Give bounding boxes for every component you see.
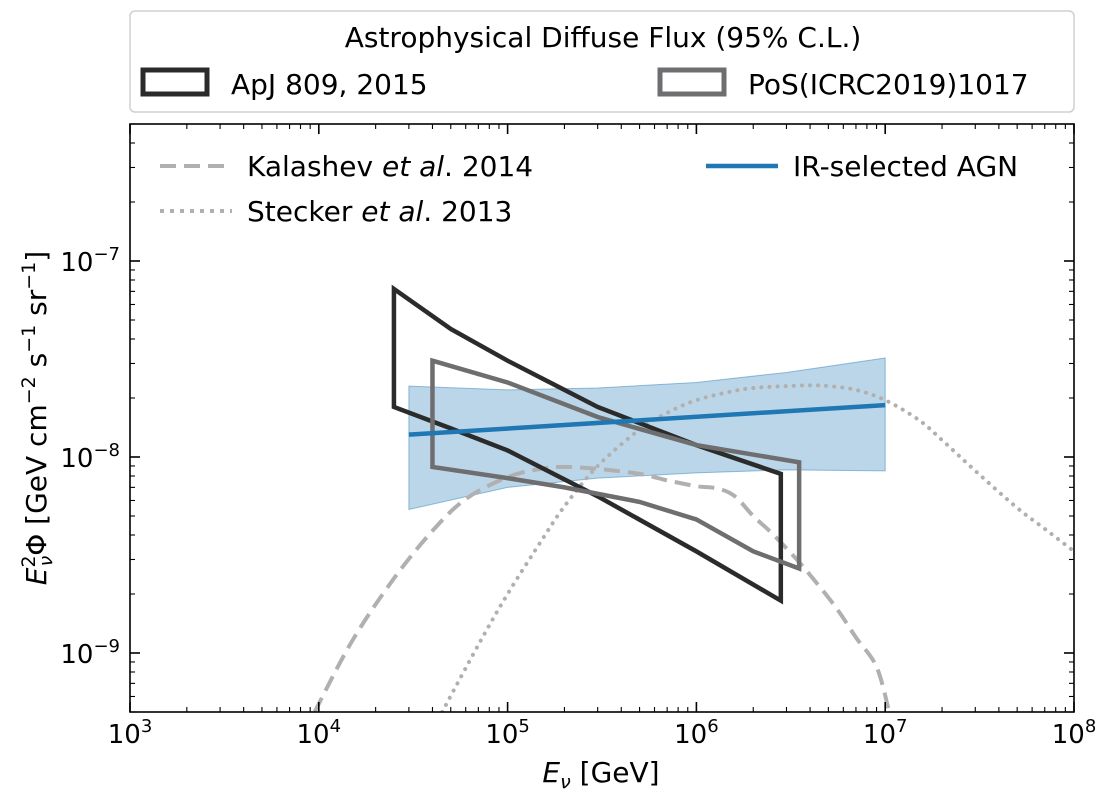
kalashev-et-al-2014-line <box>312 464 892 712</box>
y-tick-label-base: 10 <box>60 248 93 278</box>
top-legend-frame <box>129 10 1075 113</box>
y-axis-label-sub: ν <box>35 555 57 566</box>
top-legend-title: Astrophysical Diffuse Flux (95% C.L.) <box>345 21 862 54</box>
ir-selected-agn-band-area <box>408 357 886 511</box>
y-axis-label-base: E <box>20 567 53 585</box>
x-tick-label-base: 10 <box>1052 720 1085 750</box>
y-tick-label-base: 10 <box>60 444 93 474</box>
x-tick-label-base: 10 <box>863 720 896 750</box>
legend-swatch-pos <box>657 67 727 97</box>
legend-label-agn: IR-selected AGN <box>793 150 1018 183</box>
y-tick-label-exp: −8 <box>93 440 120 461</box>
x-tick-label-exp: 5 <box>518 716 529 737</box>
legend-kalashev-pre: Kalashev <box>247 150 382 183</box>
legend-stecker-italic: et al <box>361 195 423 228</box>
plot-frame <box>129 123 1075 713</box>
x-tick-label: 104 <box>297 716 342 750</box>
pos-icrc2019-1017-outline <box>430 357 802 572</box>
x-axis-label-base: E <box>542 756 560 789</box>
x-tick-label: 108 <box>1052 716 1097 750</box>
x-tick-label-exp: 4 <box>330 716 341 737</box>
x-axis-label-sub: ν <box>560 771 571 793</box>
legend-swatch-apj <box>140 67 210 97</box>
top-legend: Astrophysical Diffuse Flux (95% C.L.) Ap… <box>129 10 1075 113</box>
y-tick-label-base: 10 <box>60 640 93 670</box>
x-tick-label-exp: 8 <box>1085 716 1096 737</box>
x-axis-label: Eν [GeV] <box>542 756 659 793</box>
x-tick-label-exp: 3 <box>141 716 152 737</box>
legend-label-kalashev: Kalashev et al. 2014 <box>247 150 533 183</box>
y-axis-label-sr: sr <box>20 289 53 324</box>
y-tick-label: 10−9 <box>60 636 120 670</box>
y-axis-label-cm-exp: −2 <box>18 376 40 404</box>
x-tick-label-exp: 7 <box>896 716 907 737</box>
series-layer <box>312 284 1074 712</box>
legend-kalashev-post: . 2014 <box>444 150 533 183</box>
legend-label-stecker: Stecker et al. 2013 <box>247 195 512 228</box>
y-axis-label-close: ] <box>20 251 53 262</box>
x-tick-label-base: 10 <box>108 720 141 750</box>
y-tick-label-exp: −9 <box>93 636 120 657</box>
y-axis-label: E2νΦ [GeV cm−2 s−1 sr−1] <box>18 251 57 585</box>
y-axis-label-sr-exp: −1 <box>18 262 40 290</box>
legend-label-apj: ApJ 809, 2015 <box>231 68 428 101</box>
x-tick-label-base: 10 <box>485 720 518 750</box>
x-tick-label-base: 10 <box>297 720 330 750</box>
y-axis-label-sup: 2 <box>18 555 40 567</box>
legend-stecker-pre: Stecker <box>247 195 361 228</box>
y-tick-label: 10−8 <box>60 440 120 474</box>
y-axis-label-rest: Φ [GeV cm <box>20 404 53 556</box>
x-tick-label: 103 <box>108 716 153 750</box>
legend-stecker-post: . 2013 <box>423 195 512 228</box>
stecker-et-al-2013-line <box>440 383 1074 712</box>
x-tick-label: 107 <box>863 716 908 750</box>
legend-label-pos: PoS(ICRC2019)1017 <box>748 68 1029 101</box>
x-tick-label: 105 <box>485 716 530 750</box>
x-tick-label: 106 <box>674 716 719 750</box>
apj-809-2015-outline <box>391 284 784 605</box>
legend-kalashev-italic: et al <box>382 150 444 183</box>
y-axis-label-s-exp: −1 <box>18 325 40 353</box>
y-tick-label: 10−7 <box>60 244 120 278</box>
ir-selected-agn-line <box>408 402 886 437</box>
y-tick-label-exp: −7 <box>93 244 120 265</box>
x-tick-label-base: 10 <box>674 720 707 750</box>
x-axis-label-unit: [GeV] <box>571 756 660 789</box>
x-tick-label-exp: 6 <box>707 716 718 737</box>
inner-legend: Kalashev et al. 2014 Stecker et al. 2013… <box>160 150 1018 228</box>
y-axis-label-s: s <box>20 353 53 377</box>
